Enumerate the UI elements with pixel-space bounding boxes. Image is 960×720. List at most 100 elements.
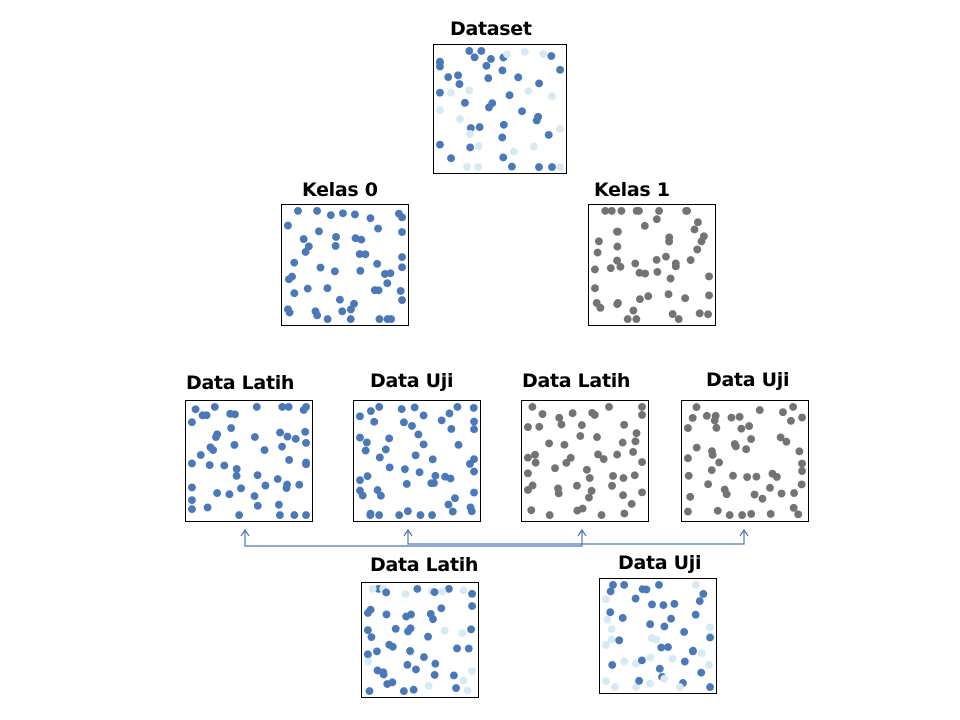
- scatter-dot: [424, 632, 432, 641]
- scatter-dot: [524, 469, 532, 478]
- scatter-dot: [499, 120, 508, 129]
- scatter-dot: [601, 641, 610, 649]
- scatter-dot: [674, 315, 683, 324]
- scatter-dot: [461, 98, 469, 107]
- scatter-dot: [363, 650, 372, 659]
- scatter-dot: [750, 490, 759, 499]
- scatter-dot: [637, 656, 646, 665]
- scatter-dot: [585, 474, 594, 482]
- scatter-dot: [366, 509, 375, 518]
- scatter-dot: [610, 683, 619, 692]
- kelas-1-data-latih-title: Data Latih: [522, 370, 631, 392]
- scatter-dot: [684, 424, 692, 432]
- scatter-dot: [535, 163, 543, 172]
- scatter-dot: [351, 234, 360, 243]
- scatter-dot: [742, 445, 751, 454]
- scatter-dot: [283, 432, 292, 441]
- scatter-dot: [686, 256, 695, 265]
- scatter-dot: [620, 420, 629, 429]
- scatter-dot: [632, 429, 641, 438]
- arrow-head-k1-uji: [739, 528, 749, 537]
- scatter-dot: [554, 489, 563, 498]
- scatter-dot: [545, 511, 554, 520]
- scatter-dot: [555, 413, 564, 422]
- scatter-dot: [448, 507, 457, 516]
- scatter-dot: [544, 130, 553, 139]
- scatter-dot: [365, 687, 374, 696]
- scatter-dot: [629, 306, 638, 315]
- scatter-dot: [705, 291, 713, 300]
- scatter-dot: [646, 620, 655, 629]
- scatter-dot: [376, 491, 385, 500]
- scatter-dot: [607, 206, 616, 215]
- scatter-dot: [697, 237, 706, 246]
- final-data-uji-box: [599, 578, 717, 694]
- scatter-dot: [402, 479, 411, 488]
- scatter-dot: [686, 492, 695, 501]
- scatter-dot: [591, 265, 599, 274]
- scatter-dot: [798, 467, 806, 475]
- scatter-dot: [509, 147, 518, 156]
- kelas-0-data-uji-box: [353, 400, 481, 522]
- scatter-dot: [593, 248, 602, 257]
- scatter-dot: [391, 624, 400, 633]
- scatter-dot: [635, 676, 644, 685]
- scatter-dot: [727, 413, 736, 422]
- scatter-dot: [475, 123, 484, 132]
- kelas-1-data-uji-title: Data Uji: [706, 369, 790, 391]
- scatter-dot: [356, 412, 364, 421]
- scatter-dot: [691, 610, 700, 619]
- scatter-dot: [398, 213, 406, 222]
- scatter-dot: [640, 221, 649, 230]
- scatter-dot: [507, 162, 516, 171]
- scatter-dot: [618, 613, 627, 622]
- scatter-dot: [410, 403, 419, 412]
- scatter-dot: [299, 235, 308, 243]
- scatter-dot: [632, 659, 640, 668]
- scatter-dot: [373, 647, 381, 656]
- scatter-dot: [657, 643, 666, 652]
- scatter-dot: [419, 440, 428, 449]
- scatter-dot: [426, 610, 435, 618]
- scatter-dot: [616, 262, 625, 271]
- scatter-dot: [381, 445, 390, 454]
- final-data-latih-box: [361, 582, 479, 698]
- scatter-dot: [607, 625, 616, 634]
- scatter-dot: [743, 473, 752, 481]
- scatter-dot: [332, 233, 340, 241]
- scatter-dot: [447, 154, 456, 163]
- kelas-0-data-latih-scatter: [188, 402, 310, 520]
- scatter-dot: [632, 315, 641, 324]
- scatter-dot: [766, 483, 774, 492]
- scatter-dot: [363, 626, 372, 635]
- scatter-dot: [606, 587, 615, 596]
- scatter-dot: [416, 511, 425, 520]
- scatter-dot: [708, 450, 717, 459]
- scatter-dot: [363, 609, 372, 617]
- scatter-dot: [789, 402, 798, 411]
- scatter-dot: [275, 511, 284, 520]
- scatter-dot: [188, 459, 196, 468]
- scatter-dot: [655, 664, 664, 673]
- scatter-dot: [400, 465, 409, 474]
- scatter-dot: [382, 610, 391, 619]
- scatter-dot: [632, 206, 641, 215]
- scatter-dot: [403, 507, 412, 516]
- dataset-scatter: [436, 46, 564, 172]
- scatter-dot: [738, 511, 747, 520]
- scatter-dot: [631, 437, 640, 446]
- scatter-dot: [715, 458, 724, 467]
- scatter-dot: [338, 307, 347, 316]
- scatter-dot: [470, 488, 478, 497]
- kelas-0-data-latih-title: Data Latih: [186, 372, 295, 394]
- scatter-dot: [412, 665, 420, 674]
- scatter-dot: [668, 310, 677, 319]
- scatter-dot: [401, 590, 410, 598]
- scatter-dot: [465, 86, 474, 95]
- scatter-dot: [692, 403, 701, 412]
- scatter-dot: [593, 433, 601, 442]
- scatter-dot: [705, 660, 713, 669]
- scatter-dot: [436, 140, 444, 149]
- kelas-0-scatter: [284, 206, 406, 324]
